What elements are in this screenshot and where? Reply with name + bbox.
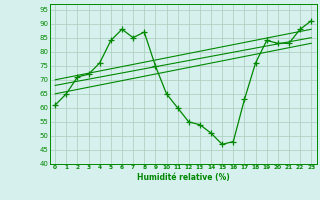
X-axis label: Humidité relative (%): Humidité relative (%) bbox=[137, 173, 229, 182]
